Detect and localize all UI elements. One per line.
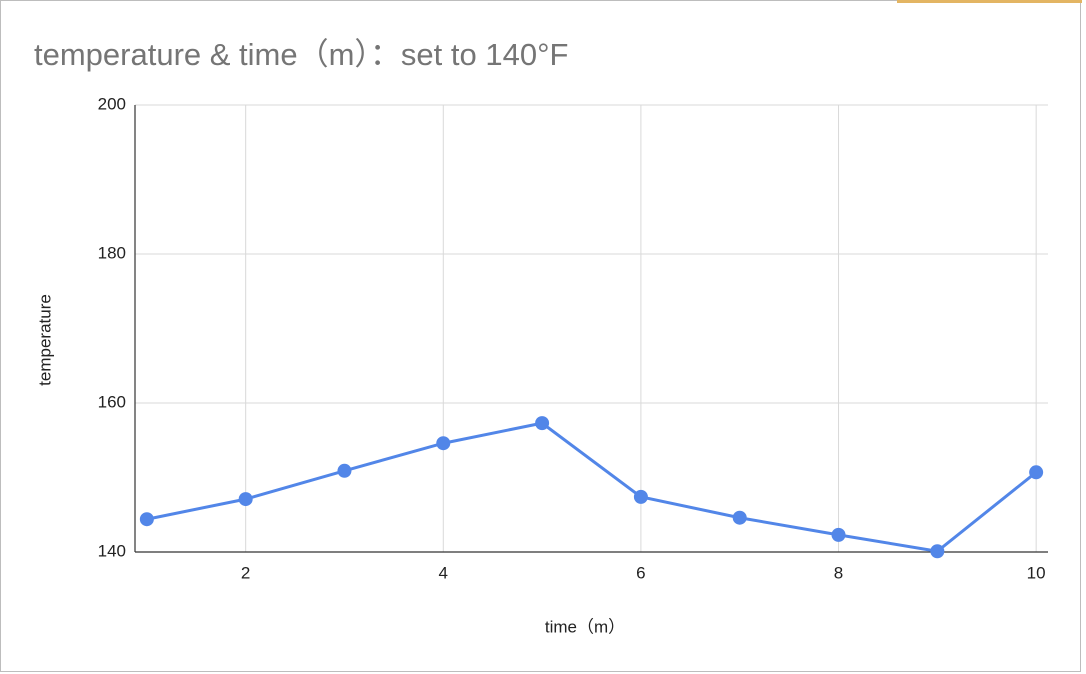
point (732, 510, 747, 525)
plot (139, 416, 1044, 559)
point (831, 527, 846, 542)
y-tick-label: 180 (98, 243, 126, 262)
point (930, 544, 945, 559)
chart-title: temperature & time（m）：set to 140°F (34, 37, 568, 72)
x-tick-label: 4 (439, 563, 448, 582)
point (337, 463, 352, 478)
cell-highlight (897, 0, 1082, 3)
y-axis-label: temperature (35, 294, 54, 386)
point (139, 512, 154, 527)
y-tick-label: 140 (98, 541, 126, 560)
point (1029, 465, 1044, 480)
x-tick-label: 2 (241, 563, 250, 582)
x-tick-label: 10 (1027, 563, 1046, 582)
point (238, 492, 253, 507)
point (633, 489, 648, 504)
grid (134, 104, 1048, 553)
line (146, 421, 1038, 553)
x-tick-label: 6 (636, 563, 645, 582)
y-tick-label: 160 (98, 392, 126, 411)
point (436, 436, 451, 451)
point (535, 416, 550, 431)
x-tick-label: 8 (834, 563, 843, 582)
y-tick-label: 200 (98, 94, 126, 113)
x-axis-label: time（m） (545, 617, 625, 636)
